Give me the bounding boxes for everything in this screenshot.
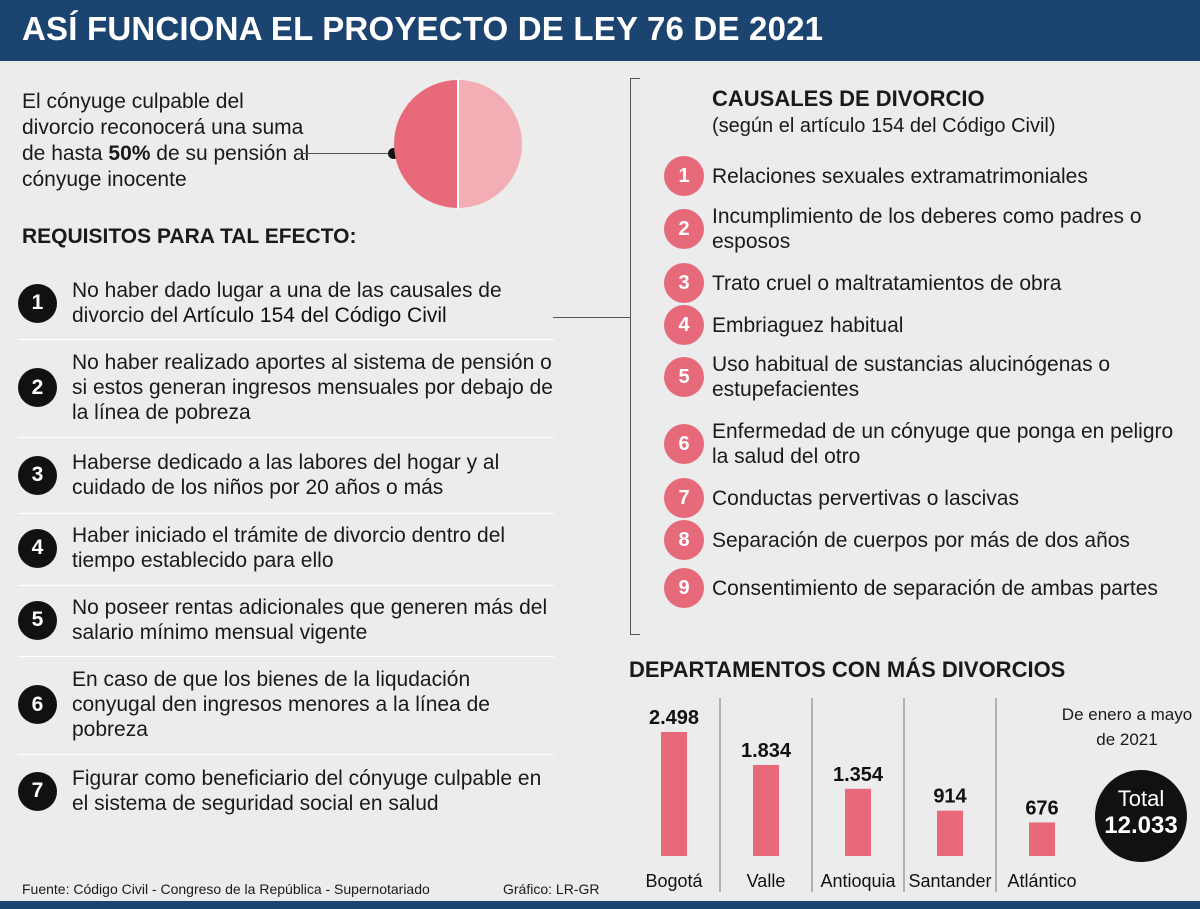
causal-text: Embriaguez habitual (712, 313, 904, 337)
requirement-item-6: 6 En caso de que los bienes de la liquda… (18, 667, 554, 742)
requirement-number: 7 (18, 771, 57, 811)
requirement-text: Haberse dedicado a las labores del hogar… (72, 451, 500, 499)
category-label: Bogotá (645, 871, 703, 891)
bar-antioquia (845, 788, 871, 856)
causales-subtitle: (según el artículo 154 del Código Civil) (712, 115, 1056, 137)
causal-number: 5 (664, 357, 704, 397)
requirement-text: En caso de que los bienes de la liqudaci… (72, 668, 490, 741)
causales-title: CAUSALES DE DIVORCIO (712, 86, 985, 111)
pie-connector-dot (388, 148, 399, 159)
category-label: Antioquia (820, 871, 896, 891)
requirement-text: Haber iniciado el trámite de divorcio de… (72, 524, 506, 572)
causal-item-5: 5 Uso habitual de sustancias alucinógena… (664, 352, 1184, 402)
page-title: ASÍ FUNCIONA EL PROYECTO DE LEY 76 DE 20… (22, 10, 824, 47)
divider (18, 656, 554, 657)
footer-bar (0, 901, 1200, 909)
requirement-text: No poseer rentas adicionales que generen… (72, 596, 548, 644)
causal-number: 1 (664, 156, 704, 196)
requirement-item-5: 5 No poseer rentas adicionales que gener… (18, 595, 554, 645)
requirement-number: 5 (18, 600, 57, 640)
requirement-connector-line (553, 317, 631, 318)
bar-valle (753, 764, 779, 856)
requirement-number: 3 (18, 455, 57, 495)
causal-item-6: 6 Enfermedad de un cónyuge que ponga en … (664, 419, 1184, 469)
total-badge: Total 12.033 (1095, 770, 1187, 862)
requirement-text: No haber dado lugar a una de las causale… (72, 279, 502, 327)
category-label: Santander (908, 871, 991, 891)
credit-note: Gráfico: LR-GR (503, 881, 600, 897)
intro-text: El cónyuge culpable del divorcio reconoc… (22, 89, 312, 193)
divider (18, 585, 554, 586)
causal-item-1: 1 Relaciones sexuales extramatrimoniales (664, 156, 1184, 196)
causal-number: 7 (664, 478, 704, 518)
bar-value-label: 1.834 (741, 740, 792, 762)
total-label: Total (1117, 786, 1165, 811)
requirement-item-3: 3 Haberse dedicado a las labores del hog… (18, 450, 554, 500)
causal-number: 3 (664, 263, 704, 303)
causal-number: 4 (664, 305, 704, 345)
pie-slice-share (394, 80, 458, 208)
departments-bar-chart: 2.498 Bogotá 1.834 Valle 1.354 Antioquia 914 Sa… (645, 698, 1077, 892)
causal-number: 8 (664, 520, 704, 560)
causal-item-9: 9 Consentimiento de separación de ambas … (664, 568, 1184, 608)
intro-percent: 50% (108, 142, 151, 165)
divider (18, 339, 554, 340)
divider (18, 754, 554, 755)
requirements-title: REQUISITOS PARA TAL EFECTO: (22, 225, 357, 248)
causal-item-8: 8 Separación de cuerpos por más de dos a… (664, 520, 1184, 560)
bar-bogotá (661, 732, 687, 856)
requirement-number: 1 (18, 283, 57, 323)
departments-title: DEPARTAMENTOS CON MÁS DIVORCIOS (629, 657, 1066, 682)
causal-text: Incumplimiento de los deberes como padre… (712, 205, 1142, 253)
pension-pie-chart (394, 79, 522, 209)
causal-item-3: 3 Trato cruel o maltratamientos de obra (664, 263, 1184, 303)
causal-text: Enfermedad de un cónyuge que ponga en pe… (712, 420, 1174, 468)
pie-slice-rest (458, 80, 522, 208)
intro-text-before: El cónyuge culpable del divorcio reconoc… (22, 90, 304, 165)
requirement-number: 2 (18, 368, 57, 407)
total-value: 12.033 (1104, 812, 1178, 839)
bar-santander (937, 810, 963, 856)
causales-bracket (630, 78, 640, 635)
requirement-text: No haber realizado aportes al sistema de… (72, 351, 553, 424)
source-note: Fuente: Código Civil - Congreso de la Re… (22, 881, 430, 897)
header-bar: ASÍ FUNCIONA EL PROYECTO DE LEY 76 DE 20… (0, 0, 1200, 61)
requirement-item-2: 2 No haber realizado aportes al sistema … (18, 350, 554, 425)
divider (18, 513, 554, 514)
causal-text: Consentimiento de separación de ambas pa… (712, 576, 1158, 600)
requirement-text: Figurar como beneficiario del cónyuge cu… (72, 767, 542, 815)
pie-connector-line (298, 153, 393, 154)
divider (18, 437, 554, 438)
bar-atlántico (1029, 822, 1055, 856)
requirement-reference: Artículo 154 del Código Civil (182, 304, 447, 327)
causal-item-7: 7 Conductas pervertivas o lascivas (664, 478, 1184, 518)
causal-item-4: 4 Embriaguez habitual (664, 305, 1184, 345)
bar-value-label: 676 (1025, 797, 1058, 819)
causal-number: 6 (664, 424, 704, 464)
period-label: De enero a mayo de 2021 (1061, 705, 1193, 749)
requirement-number: 4 (18, 528, 57, 568)
causal-number: 9 (664, 568, 704, 608)
bar-value-label: 2.498 (649, 707, 699, 729)
causal-text: Conductas pervertivas o lascivas (712, 486, 1019, 510)
causal-text: Uso habitual de sustancias alucinógenas … (712, 353, 1111, 401)
requirement-item-4: 4 Haber iniciado el trámite de divorcio … (18, 523, 554, 573)
category-label: Atlántico (1007, 871, 1076, 891)
causal-number: 2 (664, 209, 704, 249)
intro-text-after: de su pensión al cónyuge inocente (22, 142, 310, 191)
requirement-item-7: 7 Figurar como beneficiario del cónyuge … (18, 766, 554, 816)
category-label: Valle (747, 871, 786, 891)
causal-text: Relaciones sexuales extramatrimoniales (712, 164, 1088, 188)
bar-value-label: 1.354 (833, 764, 884, 786)
bar-value-label: 914 (933, 786, 967, 808)
causal-item-2: 2 Incumplimiento de los deberes como pad… (664, 204, 1184, 254)
causal-text: Trato cruel o maltratamientos de obra (712, 271, 1062, 295)
requirement-item-1: 1 No haber dado lugar a una de las causa… (18, 278, 554, 328)
requirement-number: 6 (18, 685, 57, 724)
causal-text: Separación de cuerpos por más de dos año… (712, 528, 1130, 552)
